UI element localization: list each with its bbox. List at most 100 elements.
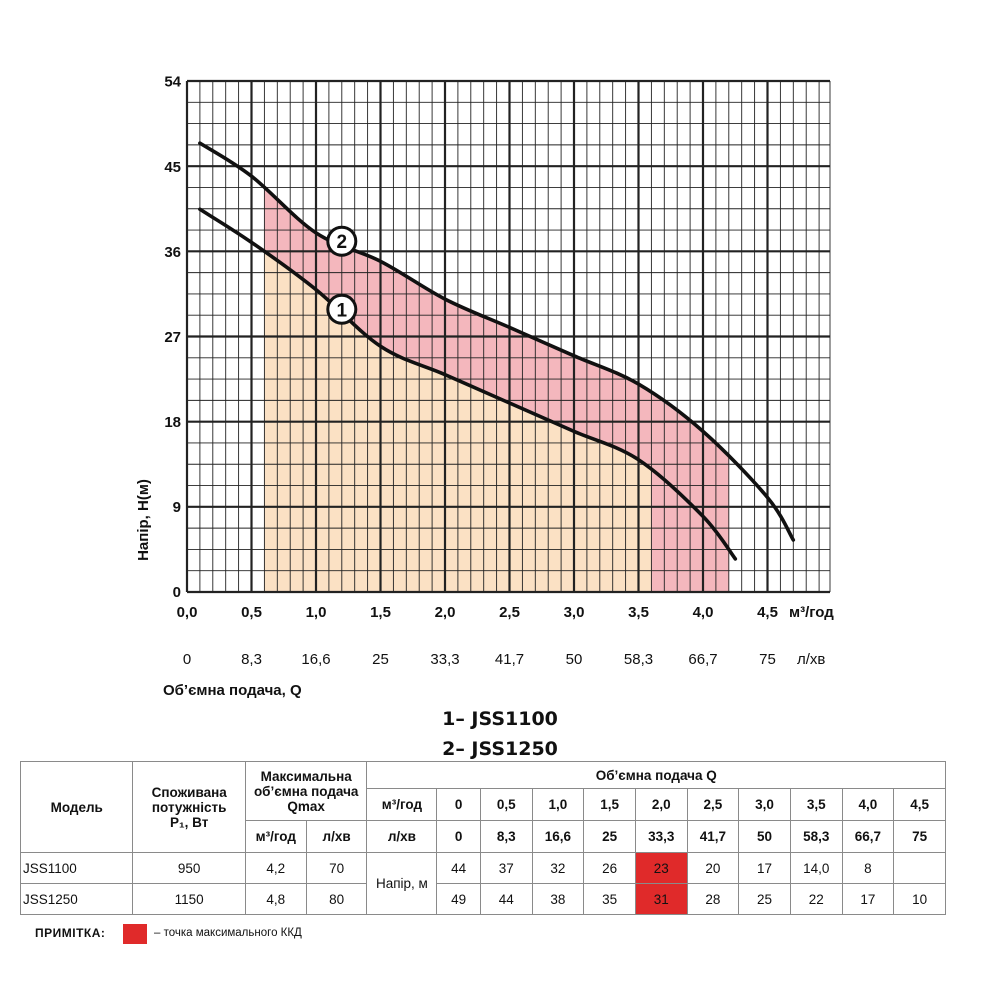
head-cell: 44 (479, 883, 533, 915)
x-tick-label: 4,0 (693, 604, 714, 621)
curve-label-badge-1 (326, 293, 358, 325)
flow-m3-cell: 2,0 (634, 788, 688, 821)
head-cell: 23 (634, 852, 688, 884)
curve-series-2 (198, 141, 796, 542)
head-cell: 8 (841, 852, 895, 884)
y-tick-label: 45 (164, 159, 181, 176)
legend-series-1: 1– JSS1100 (442, 708, 558, 730)
head-cell: 35 (583, 883, 636, 915)
note-label: ПРИМІТКА: (35, 926, 106, 940)
note: ПРИМІТКА: – точка максимального ККД (35, 924, 435, 946)
head-cell: 44 (436, 852, 481, 884)
x-tick-label: 0,0 (177, 604, 198, 621)
x2-tick-label: 8,3 (241, 651, 262, 668)
x2-tick-label: 25 (372, 651, 389, 668)
x-unit-label: м³/год (789, 604, 834, 621)
x2-tick-label: 0 (183, 651, 191, 668)
x-tick-label: 0,5 (241, 604, 262, 621)
x-tick-label: 2,5 (499, 604, 520, 621)
head-cell: 32 (531, 852, 585, 884)
head-cell: 22 (789, 883, 843, 915)
row-qmax-lmin: 80 (305, 883, 368, 915)
header-head: Напір, м (366, 852, 438, 915)
header-qmax-line1: Максимальна (260, 768, 352, 784)
head-cell: 28 (686, 883, 740, 915)
head-cell: 17 (738, 852, 791, 884)
y-tick-label: 18 (164, 414, 181, 431)
header-unit-m3: м³/год (366, 788, 438, 821)
y-tick-label: 54 (164, 74, 181, 91)
head-cell: 37 (479, 852, 533, 884)
x-tick-label: 2,0 (435, 604, 456, 621)
flow-lmin-cell: 33,3 (634, 820, 688, 853)
head-cell: 49 (436, 883, 481, 915)
pump-performance-chart: 1 2 0 9 18 27 36 45 54 0,0 0,5 1,0 1,5 2,0 2,5 3,0 3,5 4… (135, 74, 834, 699)
max-efficiency-swatch (123, 924, 147, 944)
flow-lmin-cell: 0 (436, 820, 481, 853)
flow-lmin-cell: 41,7 (686, 820, 740, 853)
flow-lmin-cell: 66,7 (841, 820, 895, 853)
x2-tick-label: 16,6 (301, 651, 330, 668)
note-text: – точка максимального ККД (154, 927, 302, 939)
row-qmax-lmin: 70 (305, 852, 368, 884)
x2-tick-label: 75 (759, 651, 776, 668)
header-power-line1: Споживана (151, 784, 227, 800)
flow-lmin-cell: 58,3 (789, 820, 843, 853)
flow-m3-cell: 0 (436, 788, 481, 821)
header-model: Модель (19, 761, 134, 853)
x-tick-label: 1,0 (306, 604, 327, 621)
header-power-line2: потужність (151, 799, 227, 815)
row-power: 950 (132, 852, 246, 884)
flow-lmin-cell: 50 (738, 820, 791, 853)
head-cell: 31 (634, 883, 688, 915)
header-flow: Об’ємна подача Q (366, 761, 946, 789)
flow-m3-cell: 3,5 (789, 788, 843, 821)
y-tick-label: 0 (173, 584, 181, 601)
x-tick-label: 1,5 (370, 604, 391, 621)
flow-m3-cell: 0,5 (479, 788, 533, 821)
flow-lmin-cell: 75 (893, 820, 946, 853)
flow-lmin-cell: 8,3 (479, 820, 533, 853)
head-cell: 25 (738, 883, 791, 915)
curve-label-1: 1 (337, 300, 348, 321)
header-unit-lmin: л/хв (366, 820, 438, 853)
flow-lmin-cell: 16,6 (531, 820, 585, 853)
head-cell (893, 852, 946, 884)
y-axis-label: Напір, Н(м) (135, 479, 152, 561)
x2-tick-label: 50 (566, 651, 583, 668)
header-power: Споживана потужність P₁, Вт (132, 761, 246, 853)
header-qmax-m3: м³/год (244, 820, 307, 853)
x2-unit-label: л/хв (797, 651, 825, 668)
header-qmax-lmin: л/хв (305, 820, 368, 853)
flow-m3-cell: 2,5 (686, 788, 740, 821)
row-qmax-m3: 4,2 (244, 852, 307, 884)
spec-table: Модель Споживана потужність P₁, Вт Макси… (19, 761, 946, 915)
header-qmax-line2: об’ємна подача (253, 783, 359, 799)
y-tick-label: 36 (164, 244, 181, 261)
header-qmax-line3: Qmax (287, 798, 325, 814)
head-cell: 10 (893, 883, 946, 915)
row-power: 1150 (132, 883, 246, 915)
x2-tick-label: 66,7 (688, 651, 717, 668)
row-model: JSS1250 (19, 883, 134, 915)
header-power-line3: P₁, Вт (170, 814, 209, 830)
x-tick-label: 4,5 (757, 604, 778, 621)
row-qmax-m3: 4,8 (244, 883, 307, 915)
head-cell: 20 (686, 852, 740, 884)
x2-tick-label: 58,3 (624, 651, 653, 668)
flow-m3-cell: 4,0 (841, 788, 895, 821)
x-axis-label: Об’ємна подача, Q (163, 682, 302, 699)
head-cell: 26 (583, 852, 636, 884)
curve-label-2: 2 (337, 232, 348, 253)
curve-label-badge-2 (326, 225, 358, 257)
legend-series-2: 2– JSS1250 (442, 738, 558, 760)
flow-m3-cell: 4,5 (893, 788, 946, 821)
x2-tick-label: 41,7 (495, 651, 524, 668)
header-qmax: Максимальна об’ємна подача Qmax (244, 761, 368, 821)
y-tick-label: 27 (164, 329, 181, 346)
head-cell: 17 (841, 883, 895, 915)
head-cell: 38 (531, 883, 585, 915)
row-model: JSS1100 (19, 852, 134, 884)
x-tick-label: 3,5 (628, 604, 649, 621)
y-tick-label: 9 (173, 499, 181, 516)
